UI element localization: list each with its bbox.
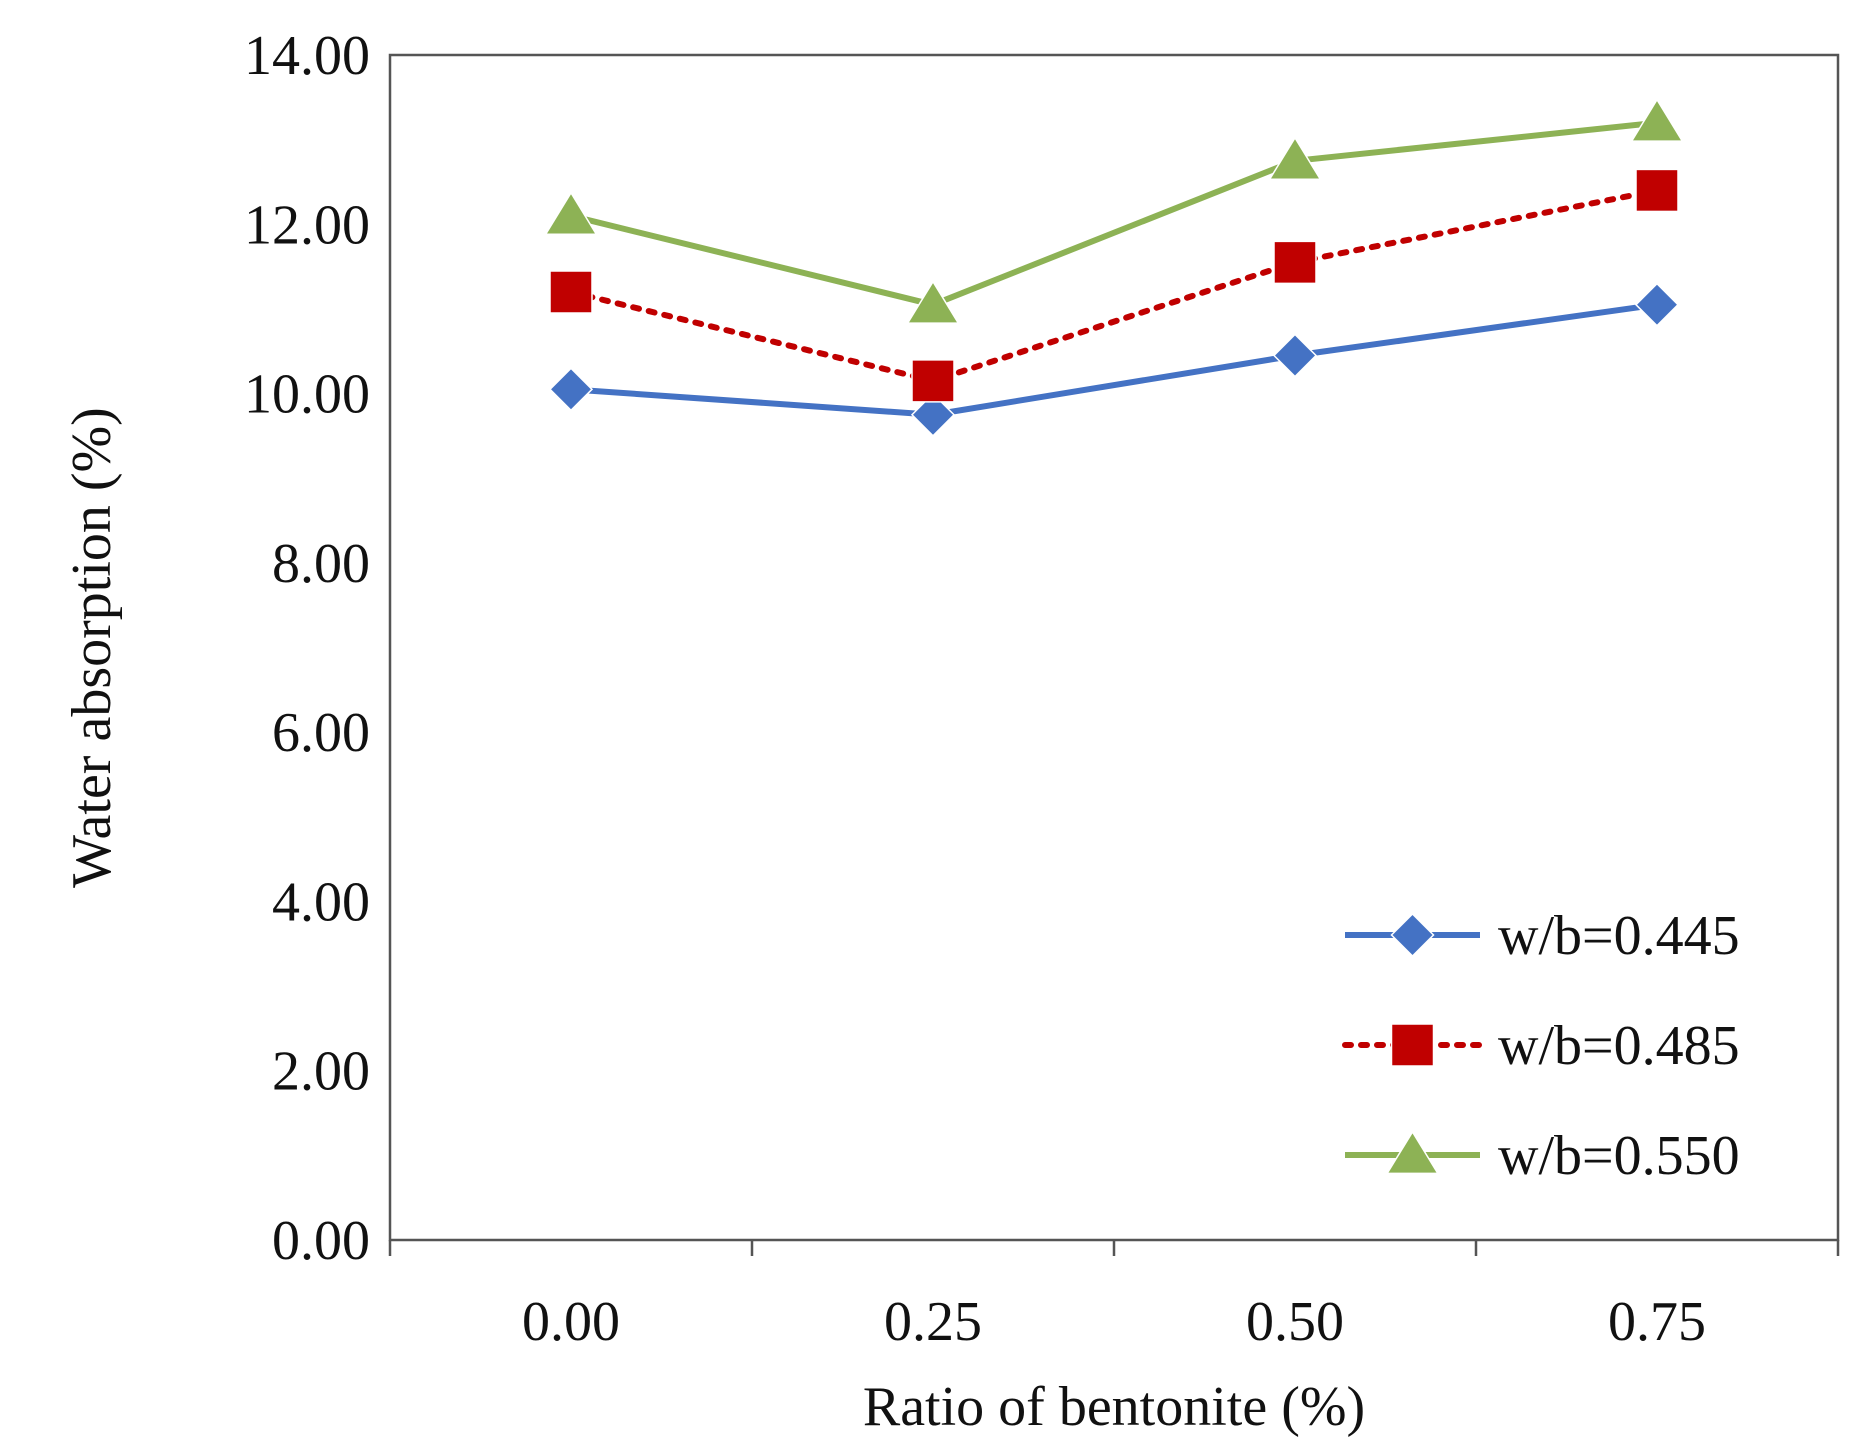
x-tick-label: 0.75 [1608,1291,1706,1353]
legend-item: w/b=0.485 [1342,1015,1740,1077]
data-point-marker [1635,168,1679,213]
data-point-marker [548,367,594,412]
legend-label: w/b=0.485 [1498,1015,1740,1077]
series-w-b-0-550 [544,98,1684,324]
y-tick-label: 8.00 [272,533,370,595]
legend-label: w/b=0.550 [1498,1125,1740,1187]
data-point-marker [1268,136,1322,180]
data-point-marker [1273,240,1317,285]
data-point-marker [911,359,955,403]
y-tick-label: 10.00 [244,364,370,426]
x-tick-label: 0.50 [1246,1291,1344,1353]
legend-marker [1390,912,1435,958]
x-axis-title: Ratio of bentonite (%) [863,1376,1365,1438]
legend-item: w/b=0.550 [1345,1125,1740,1187]
data-point-marker [906,280,960,324]
x-tick-label: 0.00 [522,1291,620,1353]
data-point-marker [910,392,956,437]
series-line [570,301,1658,418]
data-point-marker [1630,98,1684,142]
series-layer [544,98,1684,437]
series-w-b-0-485 [549,168,1679,403]
legend: w/b=0.445 w/b=0.485 w/b=0.550 [1342,905,1740,1187]
y-tick-label: 12.00 [244,194,370,256]
x-axis: 0.00 0.25 0.50 0.75 [388,1240,1840,1353]
legend-marker [1390,1023,1435,1067]
legend-item: w/b=0.445 [1345,905,1740,967]
y-tick-label: 4.00 [272,871,370,933]
legend-label: w/b=0.445 [1498,905,1740,967]
data-point-marker [1272,333,1318,378]
y-axis-title: Water absorption (%) [61,407,123,888]
series-line [570,119,1658,308]
x-tick-label: 0.25 [884,1291,982,1353]
legend-marker [1385,1130,1440,1175]
y-tick-label: 0.00 [272,1210,370,1272]
series-line [568,187,1660,384]
y-tick-label: 14.00 [244,25,370,87]
data-point-marker [1634,282,1680,327]
y-tick-label: 2.00 [272,1041,370,1103]
series-w-b-0-445 [548,282,1680,437]
y-tick-label: 6.00 [272,702,370,764]
data-point-marker [549,270,593,314]
data-point-marker [544,191,598,235]
y-axis: 0.00 2.00 4.00 6.00 8.00 10.00 12.00 14.00 [244,25,370,1272]
